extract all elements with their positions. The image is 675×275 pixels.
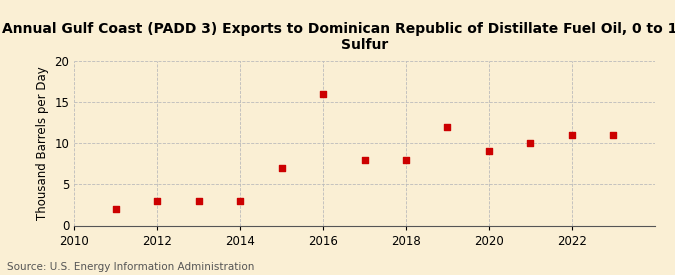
Point xyxy=(276,166,287,170)
Point xyxy=(318,91,329,96)
Point xyxy=(400,157,411,162)
Point xyxy=(608,133,619,137)
Point xyxy=(235,199,246,203)
Point xyxy=(152,199,163,203)
Point xyxy=(442,124,453,129)
Point xyxy=(359,157,370,162)
Text: Source: U.S. Energy Information Administration: Source: U.S. Energy Information Administ… xyxy=(7,262,254,272)
Point xyxy=(193,199,204,203)
Y-axis label: Thousand Barrels per Day: Thousand Barrels per Day xyxy=(36,66,49,220)
Point xyxy=(566,133,577,137)
Title: Annual Gulf Coast (PADD 3) Exports to Dominican Republic of Distillate Fuel Oil,: Annual Gulf Coast (PADD 3) Exports to Do… xyxy=(3,22,675,53)
Point xyxy=(525,141,536,145)
Point xyxy=(483,149,494,153)
Point xyxy=(110,207,121,211)
